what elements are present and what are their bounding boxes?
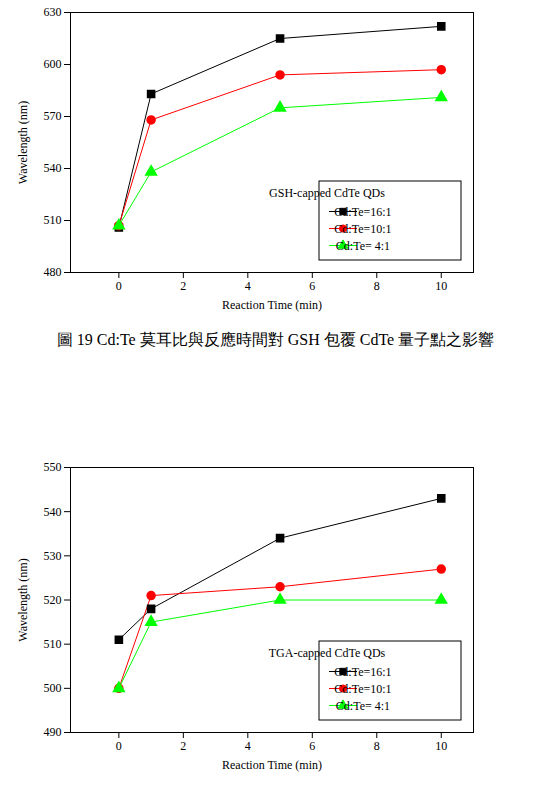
svg-text:510: 510: [44, 637, 62, 651]
svg-text:0: 0: [116, 279, 122, 293]
svg-text:Reaction Time (min): Reaction Time (min): [222, 298, 322, 312]
svg-text:540: 540: [44, 161, 62, 175]
svg-text:630: 630: [44, 5, 62, 19]
svg-text:4: 4: [245, 279, 251, 293]
svg-text:520: 520: [44, 593, 62, 607]
svg-text:6: 6: [309, 739, 315, 753]
svg-text:2: 2: [180, 279, 186, 293]
svg-text:570: 570: [44, 109, 62, 123]
svg-text:490: 490: [44, 725, 62, 739]
svg-text:10: 10: [435, 739, 447, 753]
svg-text:0: 0: [116, 739, 122, 753]
svg-text:6: 6: [309, 279, 315, 293]
svg-text:Cd:Te=10:1: Cd:Te=10:1: [334, 682, 391, 696]
svg-text:510: 510: [44, 213, 62, 227]
svg-text:10: 10: [435, 279, 447, 293]
html-text:圖 19 Cd:Te 莫耳比與反應時間對 GSH 包覆 Cd: 圖 19 Cd:Te 莫耳比與反應時間對 GSH 包覆 CdTe 量子點之影響: [56, 331, 495, 348]
svg-text:Cd:Te=16:1: Cd:Te=16:1: [334, 205, 391, 219]
svg-text:Wavelength (nm): Wavelength (nm): [16, 101, 30, 184]
svg-text:480: 480: [44, 265, 62, 279]
svg-text:Wavelength (nm): Wavelength (nm): [16, 558, 30, 641]
svg-text:4: 4: [245, 739, 251, 753]
svg-text:TGA-capped CdTe QDs: TGA-capped CdTe QDs: [269, 646, 386, 660]
svg-text:500: 500: [44, 681, 62, 695]
svg-text:540: 540: [44, 505, 62, 519]
svg-text:530: 530: [44, 549, 62, 563]
svg-text:2: 2: [180, 739, 186, 753]
svg-text:8: 8: [374, 739, 380, 753]
svg-text:Cd:Te= 4:1: Cd:Te= 4:1: [336, 239, 390, 253]
svg-text:Cd:Te=10:1: Cd:Te=10:1: [334, 222, 391, 236]
svg-text:8: 8: [374, 279, 380, 293]
svg-text:600: 600: [44, 57, 62, 71]
svg-text:Cd:Te=16:1: Cd:Te=16:1: [334, 665, 391, 679]
svg-text:GSH-capped CdTe QDs: GSH-capped CdTe QDs: [269, 186, 385, 200]
svg-text:550: 550: [44, 460, 62, 474]
svg-text:Cd:Te= 4:1: Cd:Te= 4:1: [336, 699, 390, 713]
svg-text:Reaction Time (min): Reaction Time (min): [222, 758, 322, 772]
